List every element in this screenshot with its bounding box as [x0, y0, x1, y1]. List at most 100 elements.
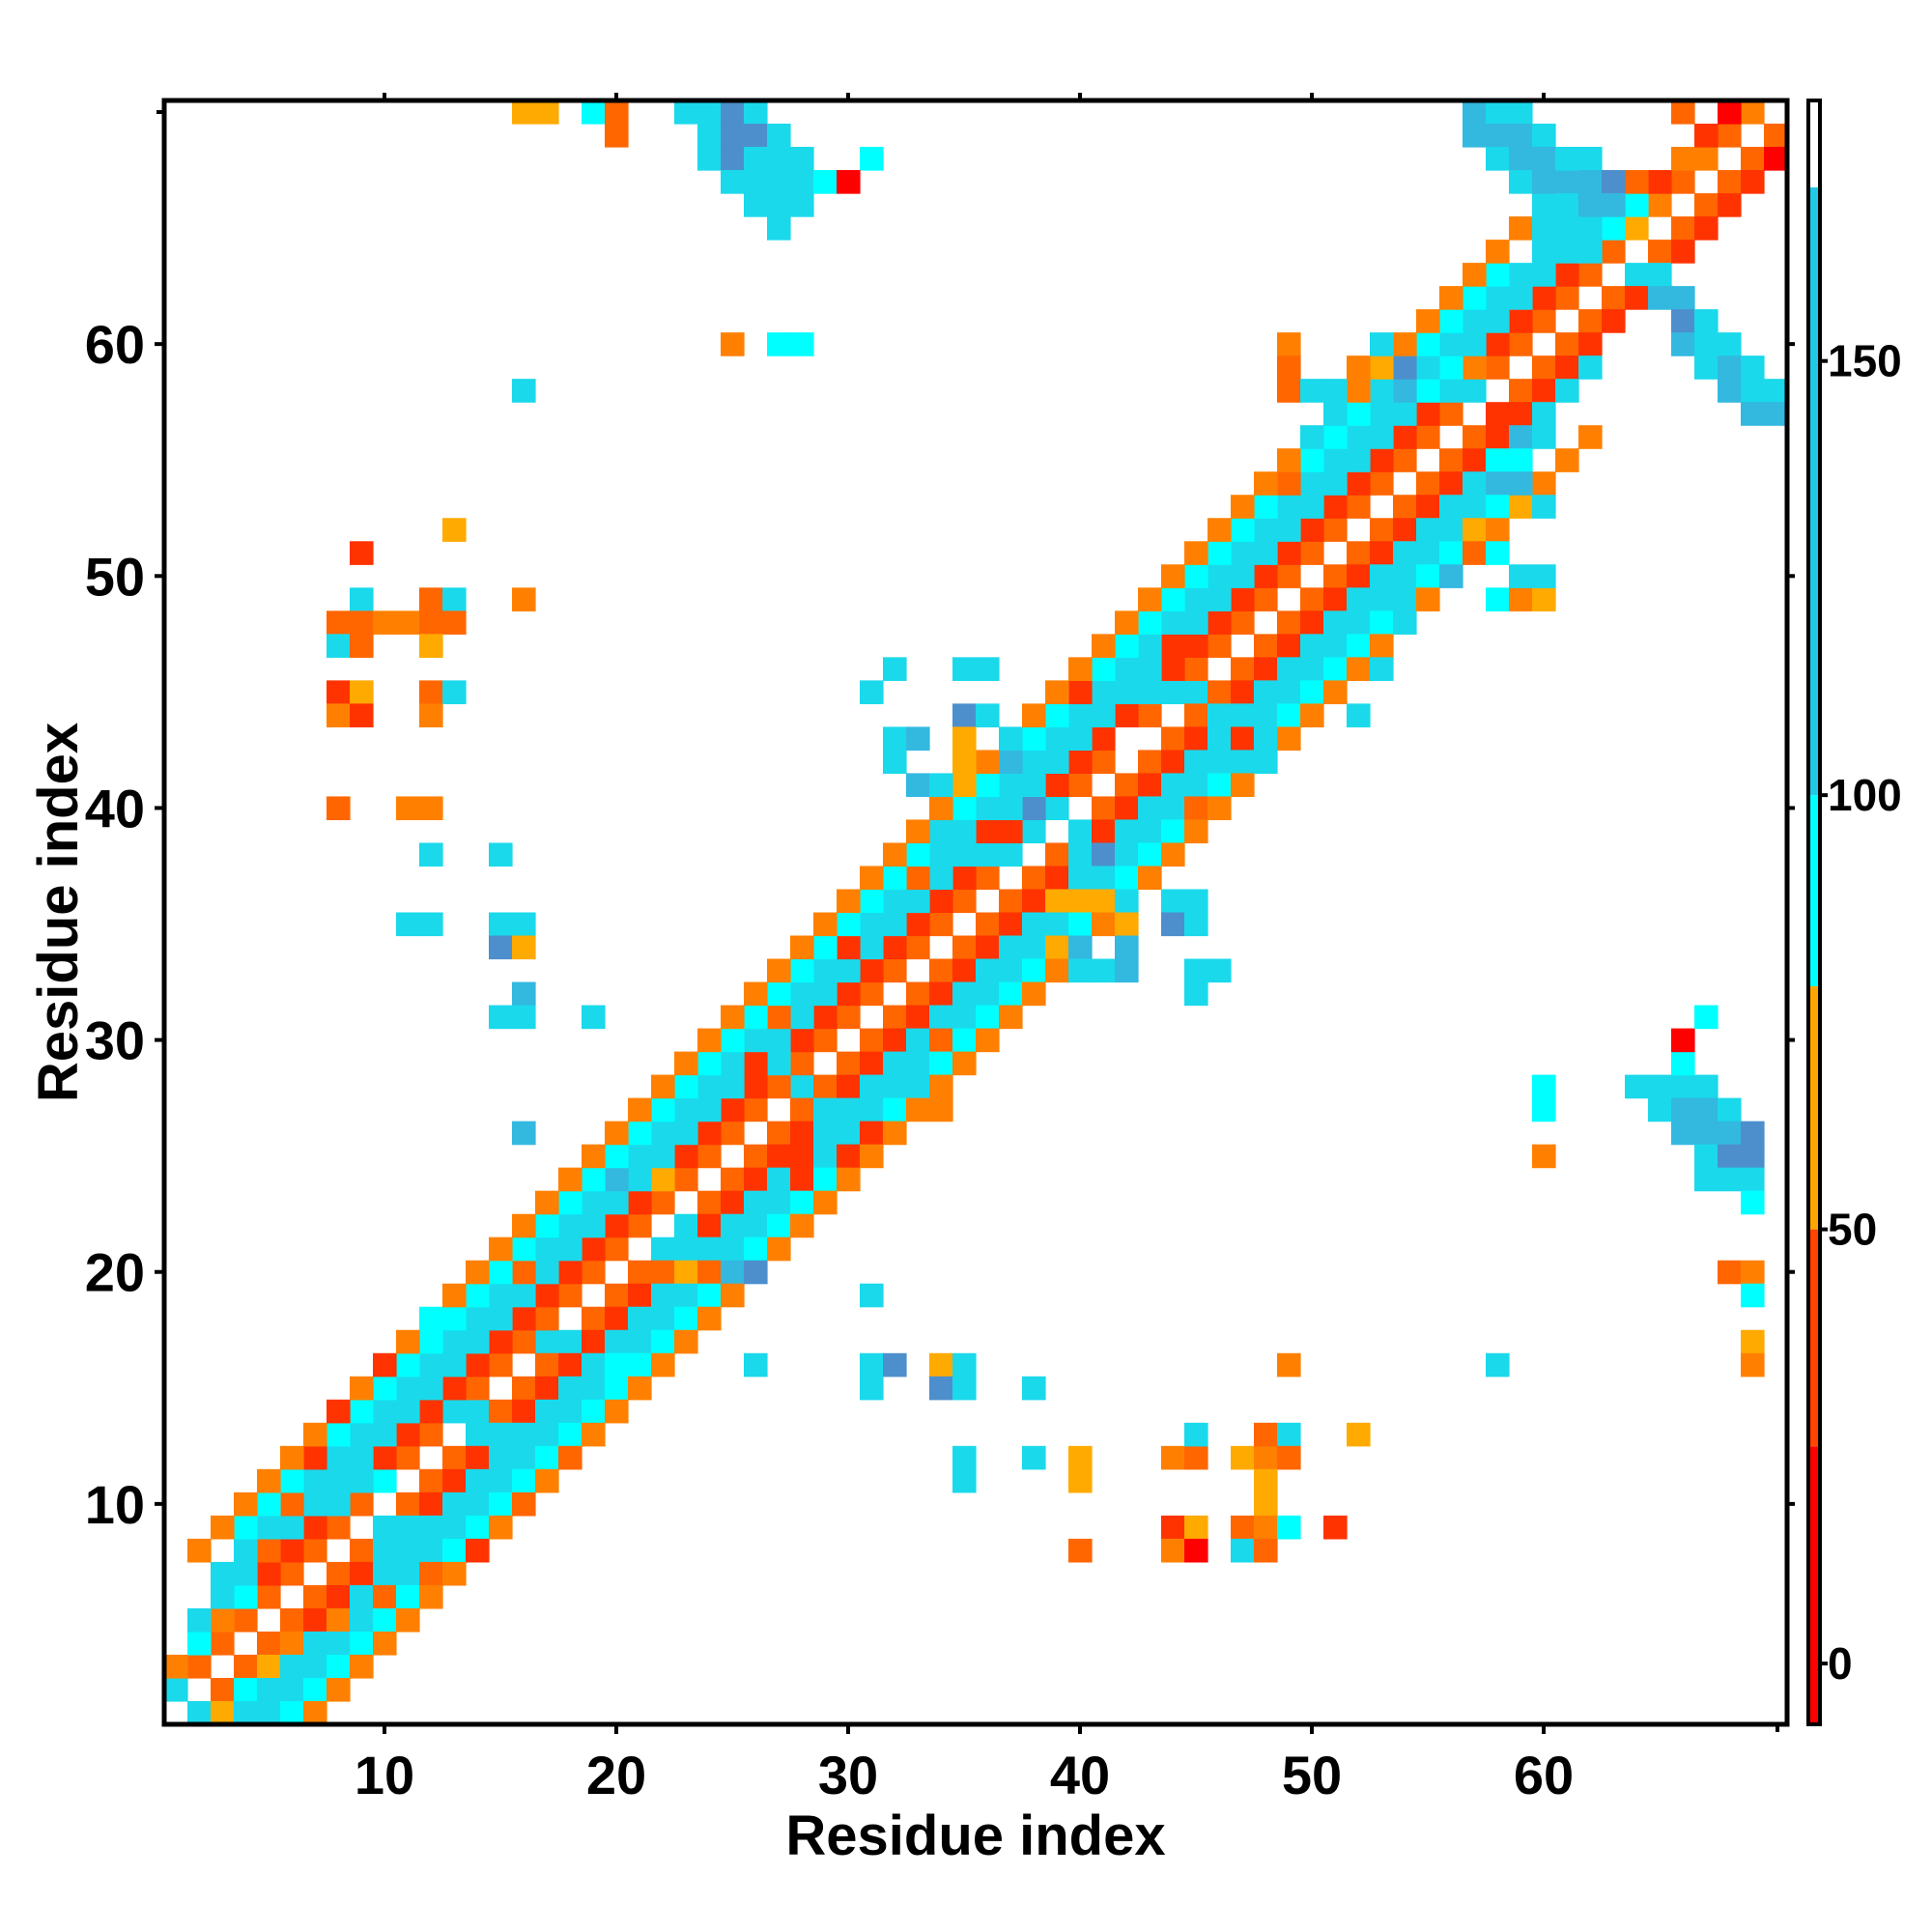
heatmap-cell — [419, 587, 443, 611]
heatmap-cell — [906, 912, 930, 937]
heatmap-cell — [327, 1468, 351, 1493]
heatmap-cell — [1161, 564, 1185, 588]
heatmap-cell — [790, 981, 814, 1007]
x-axis-ticks: 10 20 30 40 50 60 — [355, 93, 1779, 1805]
heatmap-cell — [1578, 425, 1603, 449]
heatmap-cell — [1045, 935, 1069, 960]
heatmap-cell — [187, 1631, 212, 1656]
heatmap-cell — [1300, 379, 1324, 403]
heatmap-cell — [1393, 355, 1417, 380]
heatmap-cell — [1439, 564, 1463, 588]
heatmap-cell — [674, 1283, 698, 1308]
heatmap-cell — [512, 1283, 536, 1308]
heatmap-cell — [929, 1097, 953, 1122]
heatmap-cell — [1509, 564, 1533, 588]
heatmap-cell — [1115, 866, 1139, 891]
heatmap-cell — [790, 1005, 814, 1030]
heatmap-cell — [1509, 170, 1533, 194]
heatmap-cell — [558, 1283, 582, 1308]
heatmap-cell — [303, 1445, 327, 1470]
heatmap-cell — [442, 518, 467, 542]
heatmap-cell — [558, 1260, 582, 1285]
heatmap-cell — [187, 1538, 212, 1563]
heatmap-cell — [1370, 518, 1394, 542]
heatmap-cell — [1416, 495, 1440, 519]
heatmap-cell — [697, 1306, 722, 1331]
heatmap-cell — [373, 1468, 397, 1493]
heatmap-cell — [721, 124, 745, 148]
heatmap-cell — [767, 958, 791, 983]
heatmap-cell — [582, 1260, 606, 1285]
heatmap-cell — [1323, 680, 1348, 704]
heatmap-cell — [1068, 773, 1093, 798]
heatmap-cell — [1277, 332, 1301, 356]
heatmap-cell — [1486, 495, 1510, 519]
heatmap-cell — [327, 1607, 351, 1633]
heatmap-cell — [1370, 564, 1394, 588]
heatmap-cell — [906, 1051, 930, 1076]
heatmap-cell — [1532, 379, 1556, 403]
heatmap-cell — [697, 124, 722, 148]
heatmap-cell — [883, 1005, 907, 1030]
heatmap-cell — [512, 1236, 536, 1262]
heatmap-cell — [628, 1260, 652, 1285]
heatmap-cell — [790, 1051, 814, 1076]
heatmap-cell — [744, 100, 768, 125]
heatmap-cell — [1532, 240, 1556, 264]
heatmap-cell — [582, 1167, 606, 1192]
heatmap-cell — [442, 1283, 467, 1308]
heatmap-cell — [512, 100, 536, 125]
heatmap-cell — [489, 1352, 513, 1378]
heatmap-cell — [906, 935, 930, 960]
heatmap-cell — [535, 1213, 559, 1238]
heatmap-cell — [1694, 216, 1719, 241]
heatmap-cell — [280, 1700, 304, 1725]
heatmap-cell — [1532, 147, 1556, 171]
heatmap-cell — [697, 1260, 722, 1285]
heatmap-cell — [1347, 379, 1371, 403]
heatmap-cell — [1578, 355, 1603, 380]
heatmap-cell — [952, 1376, 977, 1401]
heatmap-cell — [651, 1283, 675, 1308]
heatmap-cell — [1578, 332, 1603, 356]
heatmap-cell — [1300, 634, 1324, 658]
heatmap-cell — [860, 889, 884, 914]
heatmap-cell — [512, 587, 536, 611]
heatmap-cell — [697, 1144, 722, 1169]
heatmap-cell — [512, 1329, 536, 1354]
heatmap-cell — [1277, 680, 1301, 704]
heatmap-cell — [1486, 263, 1510, 287]
heatmap-cell — [1416, 402, 1440, 426]
heatmap-cell — [1671, 1097, 1695, 1122]
y-tick-label: 20 — [85, 1242, 145, 1303]
heatmap-cell — [1486, 124, 1510, 148]
heatmap-cell — [1045, 796, 1069, 821]
heatmap-cell — [187, 1654, 212, 1679]
heatmap-cell — [1486, 402, 1510, 426]
heatmap-cell — [442, 1329, 467, 1354]
heatmap-cell — [373, 1445, 397, 1470]
heatmap-cell — [837, 1005, 861, 1030]
heatmap-cell — [1509, 309, 1533, 333]
heatmap-cell — [350, 1422, 374, 1447]
heatmap-cell — [1671, 100, 1695, 125]
heatmap-cell — [976, 866, 1000, 891]
heatmap-cell — [1393, 425, 1417, 449]
heatmap-cell — [929, 819, 953, 844]
heatmap-cell — [883, 866, 907, 891]
heatmap-cell — [396, 796, 420, 821]
heatmap-cell — [1509, 495, 1533, 519]
heatmap-cell — [442, 1399, 467, 1424]
heatmap-cell — [674, 1144, 698, 1169]
heatmap-cell — [1370, 611, 1394, 635]
heatmap-cell — [211, 1515, 235, 1540]
heatmap-cell — [883, 1028, 907, 1053]
heatmap-cell — [327, 703, 351, 727]
heatmap-cell — [976, 773, 1000, 798]
heatmap-cell — [1068, 1538, 1093, 1563]
heatmap-cell — [1045, 958, 1069, 983]
heatmap-cell — [1277, 1515, 1301, 1540]
heatmap-cell — [628, 1376, 652, 1401]
heatmap-cell — [1277, 471, 1301, 496]
heatmap-cell — [767, 1190, 791, 1215]
